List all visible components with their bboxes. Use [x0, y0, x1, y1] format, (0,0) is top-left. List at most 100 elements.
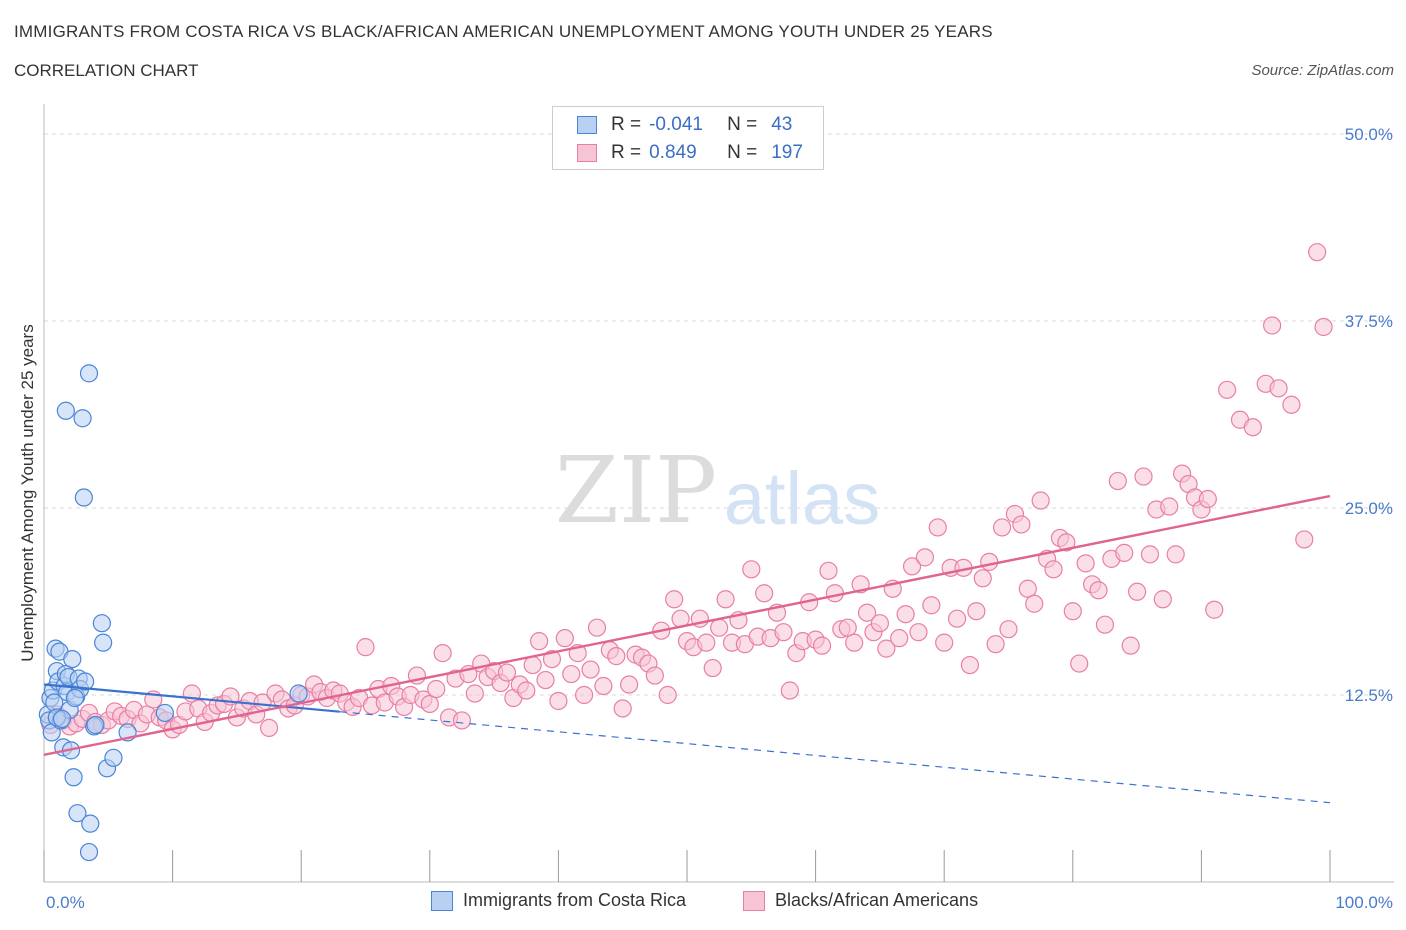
point-blacks-african-americans	[857, 603, 877, 622]
point-blacks-african-americans	[992, 518, 1012, 537]
point-blacks-african-americans	[587, 618, 607, 637]
point-blacks-african-americans	[1134, 467, 1153, 486]
y-tick-label: 12.5%	[1345, 686, 1393, 705]
point-blacks-african-americans	[1160, 497, 1179, 516]
point-blacks-african-americans	[896, 605, 915, 624]
point-blacks-african-americans	[581, 660, 600, 679]
point-blacks-african-americans	[774, 623, 793, 642]
series-blacks-african-americans	[41, 243, 1333, 739]
point-immigrants-costa-rica	[155, 703, 174, 723]
point-blacks-african-americans	[755, 584, 774, 603]
point-blacks-african-americans	[845, 633, 864, 652]
y-tick-label: 25.0%	[1345, 499, 1393, 518]
point-immigrants-costa-rica	[73, 409, 92, 428]
point-immigrants-costa-rica	[74, 488, 93, 507]
point-blacks-african-americans	[1263, 316, 1282, 335]
point-blacks-african-americans	[1308, 243, 1327, 262]
point-blacks-african-americans	[1070, 654, 1089, 673]
point-immigrants-costa-rica	[52, 709, 72, 729]
bottom-legend-item-blacks: Blacks/African Americans	[743, 890, 978, 911]
point-blacks-african-americans	[613, 699, 632, 718]
point-blacks-african-americans	[960, 655, 980, 675]
point-immigrants-costa-rica	[68, 804, 87, 823]
y-axis-label: Unemployment Among Youth under 25 years	[18, 324, 37, 661]
trend-line-costa-rica	[43, 683, 340, 713]
x-tick-labels: 0.0% 100.0%	[46, 893, 1393, 912]
legend-n-label: N =	[727, 142, 758, 163]
point-immigrants-costa-rica	[79, 842, 99, 862]
legend-n-value: 197	[771, 142, 803, 163]
point-blacks-african-americans	[452, 711, 472, 730]
point-blacks-african-americans	[1025, 594, 1044, 613]
bottom-legend-swatch-blue	[431, 890, 453, 911]
point-immigrants-costa-rica	[86, 715, 105, 735]
legend-n-value: 43	[771, 114, 793, 135]
point-blacks-african-americans	[870, 614, 890, 633]
legend-row-pink: R = 0.849 N = 197	[577, 141, 803, 165]
point-immigrants-costa-rica	[64, 768, 83, 787]
point-blacks-african-americans	[594, 676, 613, 696]
point-blacks-african-americans	[1166, 545, 1185, 564]
point-blacks-african-americans	[665, 590, 684, 609]
point-blacks-african-americans	[1314, 317, 1333, 337]
point-immigrants-costa-rica	[289, 684, 308, 703]
legend-r-value: 0.849	[649, 142, 697, 163]
watermark-zip: ZIP	[555, 437, 717, 544]
point-blacks-african-americans	[562, 664, 581, 684]
point-blacks-african-americans	[819, 561, 838, 580]
bottom-legend-swatch-pink	[743, 890, 765, 911]
point-blacks-african-americans	[1044, 560, 1063, 579]
y-tick-labels: 12.5% 25.0% 37.5% 50.0%	[1345, 125, 1393, 705]
point-blacks-african-americans	[697, 633, 716, 652]
point-blacks-african-americans	[1031, 491, 1050, 510]
point-blacks-african-americans	[607, 647, 626, 666]
point-blacks-african-americans	[1243, 418, 1262, 437]
point-blacks-african-americans	[710, 618, 729, 637]
y-tick-label: 50.0%	[1345, 125, 1393, 144]
point-blacks-african-americans	[1076, 554, 1095, 573]
point-blacks-african-americans	[517, 681, 536, 700]
point-blacks-african-americans	[427, 679, 446, 699]
point-blacks-african-americans	[1115, 543, 1134, 562]
grid-lines	[44, 133, 1394, 696]
point-immigrants-costa-rica	[63, 649, 82, 669]
series-immigrants-costa-rica	[38, 364, 308, 862]
source-label: Source: ZipAtlas.com	[1251, 62, 1394, 79]
axes	[43, 104, 1394, 883]
bottom-legend-label: Blacks/African Americans	[775, 890, 979, 910]
watermark: ZIP atlas	[555, 437, 880, 544]
point-blacks-african-americans	[838, 618, 857, 637]
point-blacks-african-americans	[935, 633, 954, 652]
point-blacks-african-americans	[536, 670, 555, 690]
point-blacks-african-americans	[497, 663, 517, 682]
y-tick-label: 37.5%	[1345, 312, 1393, 331]
point-immigrants-costa-rica	[92, 614, 111, 633]
point-blacks-african-americans	[620, 675, 639, 694]
watermark-atlas: atlas	[724, 457, 880, 540]
point-blacks-african-americans	[1198, 489, 1217, 509]
point-immigrants-costa-rica	[76, 672, 95, 691]
point-blacks-african-americans	[947, 609, 967, 628]
point-blacks-african-americans	[1095, 615, 1115, 634]
legend-swatch-pink	[577, 144, 597, 162]
point-blacks-african-americans	[1012, 515, 1031, 534]
x-tick-label-min: 0.0%	[46, 893, 85, 912]
trend-line-costa-rica-extrapolated	[339, 711, 1331, 804]
point-blacks-african-americans	[1121, 636, 1140, 655]
chart-subtitle: CORRELATION CHART	[14, 61, 199, 80]
x-tick-label-max: 100.0%	[1335, 893, 1393, 912]
correlation-legend: R = -0.041 N = 43 R = 0.849 N = 197	[552, 106, 824, 170]
bottom-legend-label: Immigrants from Costa Rica	[463, 890, 687, 910]
point-blacks-african-americans	[922, 596, 941, 615]
point-blacks-african-americans	[986, 635, 1005, 654]
point-blacks-african-americans	[703, 658, 722, 678]
point-blacks-african-americans	[877, 639, 896, 658]
point-blacks-african-americans	[999, 620, 1018, 639]
point-blacks-african-americans	[1057, 533, 1076, 552]
point-blacks-african-americans	[928, 518, 947, 537]
point-blacks-african-americans	[420, 694, 439, 714]
point-blacks-african-americans	[1269, 379, 1288, 398]
point-blacks-african-americans	[812, 636, 832, 655]
point-blacks-african-americans	[1153, 590, 1172, 609]
legend-n-label: N =	[727, 114, 758, 135]
